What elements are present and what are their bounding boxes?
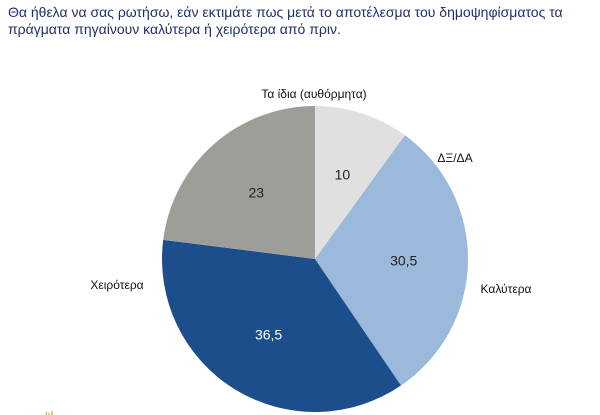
pie-value-labels: 10 30,5 36,5 23: [249, 167, 418, 343]
pie-slice-χειρότερα: [162, 239, 401, 412]
pie-slices: [162, 106, 468, 412]
question-text: Θα ήθελα να σας ρωτήσω, εάν εκτιμάτε πως…: [8, 4, 563, 37]
pie-category-label: Καλύτερα: [481, 282, 532, 296]
pie-category-label: Τα ίδια (αυθόρμητα): [261, 87, 366, 101]
corner-logo-fragment: [44, 406, 54, 415]
pie-value-label: 10: [335, 167, 351, 183]
pie-value-label: 36,5: [255, 327, 282, 343]
pie-slice-καλύτερα: [315, 135, 468, 386]
pie-category-label: Χειρότερα: [90, 278, 143, 292]
pie-value-label: 30,5: [390, 252, 417, 268]
pie-slice-τα-ίδια-αυθόρμητα: [163, 106, 315, 259]
pie-category-label: ΔΞ/ΔΑ: [437, 151, 472, 165]
pie-value-label: 23: [249, 184, 265, 200]
pie-slice-δξ-δα: [315, 106, 405, 259]
pie-category-labels: ΔΞ/ΔΑ Καλύτερα Χειρότερα Τα ίδια (αυθόρμητα…: [90, 87, 531, 296]
